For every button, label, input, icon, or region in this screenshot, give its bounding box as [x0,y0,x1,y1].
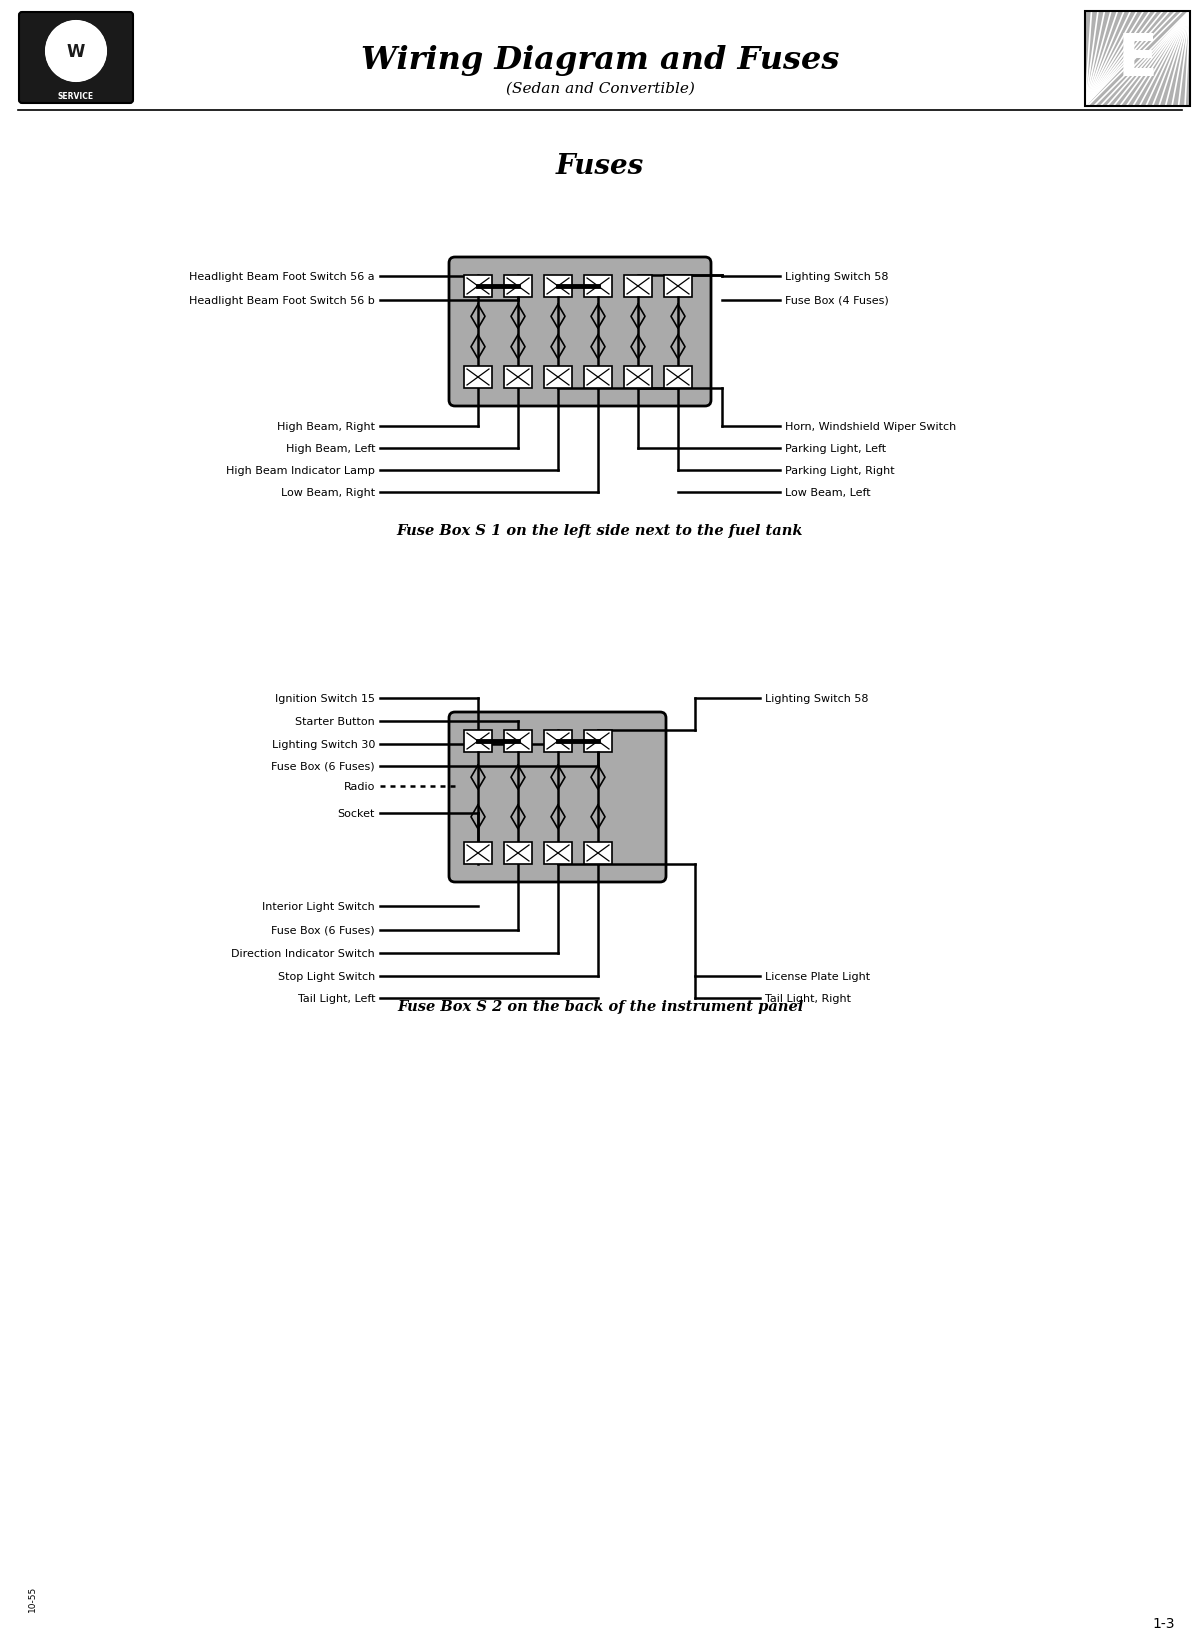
Text: Low Beam, Left: Low Beam, Left [785,488,871,498]
Text: Wiring Diagram and Fuses: Wiring Diagram and Fuses [361,46,839,76]
Text: Tail Light, Left: Tail Light, Left [298,994,374,1004]
Bar [1085,12,1190,107]
Text: Ignition Switch 15: Ignition Switch 15 [275,694,374,704]
Text: SERVICE: SERVICE [58,92,94,102]
Bar [544,730,572,753]
Text: Parking Light, Right: Parking Light, Right [785,466,895,476]
Bar [464,275,492,298]
FancyBboxPatch shape [19,13,133,104]
FancyBboxPatch shape [449,257,710,407]
Text: Lighting Switch 58: Lighting Switch 58 [766,694,869,704]
Text: Lighting Switch 30: Lighting Switch 30 [271,740,374,750]
Bar [584,275,612,298]
Text: Headlight Beam Foot Switch 56 a: Headlight Beam Foot Switch 56 a [190,272,374,282]
Text: High Beam, Right: High Beam, Right [277,422,374,432]
Text: Fuse Box (6 Fuses): Fuse Box (6 Fuses) [271,926,374,936]
Text: Headlight Beam Foot Switch 56 b: Headlight Beam Foot Switch 56 b [190,297,374,307]
Bar [504,730,532,753]
Text: High Beam Indicator Lamp: High Beam Indicator Lamp [226,466,374,476]
Bar [664,368,692,389]
Text: Interior Light Switch: Interior Light Switch [263,901,374,911]
Text: Fuse Box (6 Fuses): Fuse Box (6 Fuses) [271,761,374,771]
Bar [624,275,652,298]
Text: License Plate Light: License Plate Light [766,971,870,982]
Text: 1-3: 1-3 [1152,1617,1175,1630]
Text: Fuses: Fuses [556,153,644,180]
Text: Tail Light, Right: Tail Light, Right [766,994,851,1004]
Bar [624,368,652,389]
Bar [464,730,492,753]
Text: Horn, Windshield Wiper Switch: Horn, Windshield Wiper Switch [785,422,956,432]
Text: Fuse Box (4 Fuses): Fuse Box (4 Fuses) [785,297,889,307]
Text: Low Beam, Right: Low Beam, Right [281,488,374,498]
Bar [544,275,572,298]
Bar [584,730,612,753]
Text: Socket: Socket [337,809,374,819]
Text: Fuse Box S 1 on the left side next to the fuel tank: Fuse Box S 1 on the left side next to th… [397,524,803,537]
Text: W: W [67,43,85,61]
Bar [584,368,612,389]
Text: Lighting Switch 58: Lighting Switch 58 [785,272,888,282]
Bar [584,842,612,865]
Text: High Beam, Left: High Beam, Left [286,443,374,453]
Text: E: E [1117,31,1158,87]
Text: Direction Indicator Switch: Direction Indicator Switch [232,949,374,959]
Text: Stop Light Switch: Stop Light Switch [277,971,374,982]
Text: (Sedan and Convertible): (Sedan and Convertible) [505,82,695,96]
Text: Fuse Box S 2 on the back of the instrument panel: Fuse Box S 2 on the back of the instrume… [397,999,803,1014]
Bar [1085,12,1190,107]
Text: Starter Button: Starter Button [295,717,374,727]
Text: Radio: Radio [343,781,374,791]
Bar [664,275,692,298]
Circle shape [46,21,106,82]
Bar [464,842,492,865]
FancyBboxPatch shape [449,712,666,882]
Text: Parking Light, Left: Parking Light, Left [785,443,886,453]
Bar [504,368,532,389]
Bar [464,368,492,389]
Bar [544,842,572,865]
Bar [544,368,572,389]
Bar [504,275,532,298]
Bar [504,842,532,865]
Text: 10-55: 10-55 [28,1585,37,1612]
